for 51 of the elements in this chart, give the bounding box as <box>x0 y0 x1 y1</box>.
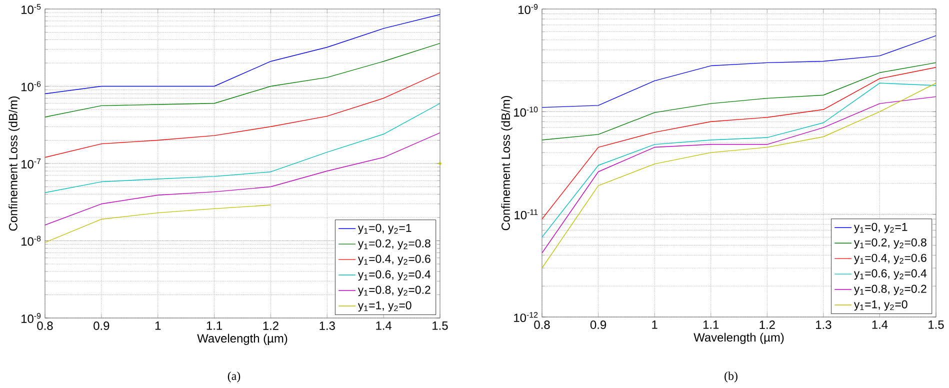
legend-label: y$_{1}$=1, y$_{2}$=0 <box>358 301 412 312</box>
legend-label: y$_{1}$=0.6, y$_{2}$=0.4 <box>854 269 927 280</box>
y-tick-label: 10$^{-5}$ <box>22 4 41 14</box>
x-tick-label: 1.5 <box>432 322 448 330</box>
y-tick-label: 10$^{-7}$ <box>22 158 41 168</box>
y-tick-label: 10$^{-11}$ <box>514 209 538 220</box>
x-tick-label: 0.8 <box>534 320 550 329</box>
y-axis-title: Confinement Loss (dB/m) <box>8 96 20 231</box>
legend-label: y$_{1}$=0.8, y$_{2}$=0.2 <box>358 286 430 296</box>
x-tick-label: 1 <box>652 320 658 329</box>
x-tick-label: 1.5 <box>928 320 944 329</box>
legend-label: y$_{1}$=1, y$_{2}$=0 <box>854 300 908 311</box>
legend-label: y$_{1}$=0, y$_{2}$=1 <box>854 222 908 234</box>
x-tick-label: 1.4 <box>376 322 392 330</box>
line-series <box>45 72 440 158</box>
x-tick-label: 1.1 <box>206 322 222 330</box>
y-tick-label: 10$^{-9}$ <box>518 4 538 14</box>
x-tick-label: 0.9 <box>94 322 110 330</box>
line-series <box>542 67 936 220</box>
y-tick-label: 10$^{-10}$ <box>514 106 538 117</box>
y-axis-title: Confinement Loss (dB/m) <box>501 96 512 230</box>
line-series <box>542 96 936 254</box>
y-tick-label: 10$^{-6}$ <box>22 81 41 92</box>
x-tick-label: 0.9 <box>590 320 606 329</box>
line-series <box>45 42 440 118</box>
text: (b) <box>724 372 738 382</box>
line-series <box>45 103 440 193</box>
legend-label: y$_{1}$=0.4, y$_{2}$=0.6 <box>358 254 430 266</box>
y-tick-label: 10$^{-8}$ <box>22 236 41 246</box>
x-tick-label: 1.2 <box>760 320 775 329</box>
x-tick-label: 1.3 <box>816 320 832 329</box>
legend-label: y$_{1}$=0.4, y$_{2}$=0.6 <box>854 254 926 264</box>
legend-label: y$_{1}$=0.6, y$_{2}$=0.4 <box>358 270 431 281</box>
legend-label: y$_{1}$=0.2, y$_{2}$=0.8 <box>854 238 926 249</box>
legend-label: y$_{1}$=0, y$_{2}$=1 <box>358 224 412 234</box>
line-series <box>45 132 440 226</box>
x-tick-label: 1.4 <box>872 320 888 329</box>
text: (a) <box>228 372 240 382</box>
legend-label: y$_{1}$=0.8, y$_{2}$=0.2 <box>854 284 926 296</box>
x-axis-title: Wavelength (µm) <box>197 334 288 345</box>
line-series <box>542 82 936 268</box>
line-series <box>542 62 936 140</box>
x-axis-title: Wavelength (µm) <box>694 332 784 344</box>
line-series <box>542 82 936 238</box>
x-tick-label: 1 <box>155 322 161 330</box>
x-tick-label: 1.1 <box>703 320 719 329</box>
x-tick-label: 1.3 <box>320 322 335 330</box>
x-tick-label: 0.8 <box>37 322 53 330</box>
line-series <box>542 35 936 108</box>
x-tick-label: 1.2 <box>263 322 278 330</box>
legend-label: y$_{1}$=0.2, y$_{2}$=0.8 <box>358 239 430 250</box>
